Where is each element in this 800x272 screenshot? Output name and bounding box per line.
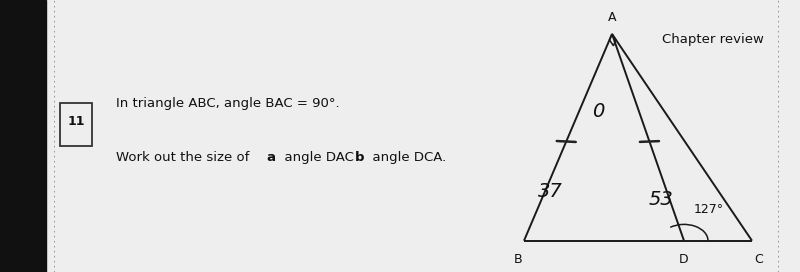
Text: Work out the size of: Work out the size of	[116, 151, 250, 164]
Text: 53: 53	[649, 190, 673, 209]
Text: angle DCA.: angle DCA.	[364, 151, 446, 164]
Text: C: C	[754, 253, 762, 266]
Text: 11: 11	[67, 115, 85, 128]
Text: angle DAC: angle DAC	[276, 151, 354, 164]
Text: a: a	[266, 151, 275, 164]
FancyBboxPatch shape	[60, 103, 92, 146]
Text: 37: 37	[538, 182, 562, 201]
Bar	[0, 0, 46, 272]
Text: In triangle ABC, angle BAC = 90°.: In triangle ABC, angle BAC = 90°.	[116, 97, 340, 110]
Text: D: D	[679, 253, 689, 266]
Text: b: b	[354, 151, 364, 164]
Text: A: A	[608, 11, 616, 24]
Text: 127°: 127°	[694, 203, 724, 216]
Text: Chapter review: Chapter review	[662, 33, 764, 46]
Text: 0: 0	[592, 102, 605, 121]
Text: B: B	[514, 253, 522, 266]
